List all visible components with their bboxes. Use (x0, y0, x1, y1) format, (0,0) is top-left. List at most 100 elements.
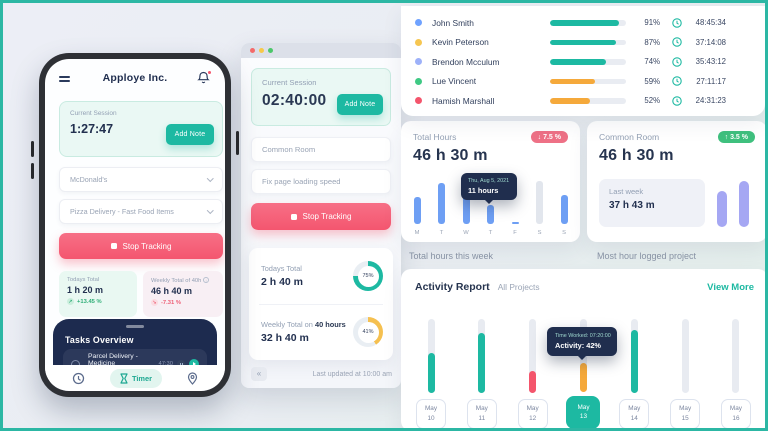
date-chip[interactable]: May 10 (416, 399, 446, 428)
project-field[interactable]: Common Room (251, 137, 391, 162)
phone-screen: Apploye Inc. Current Session 1:27:47 Add… (45, 59, 225, 391)
activity-tooltip: Time Worked: 07:20:00 Activity: 42% (547, 327, 617, 360)
activity-bar[interactable] (630, 330, 638, 393)
activity-bar[interactable] (478, 333, 486, 393)
chevron-down-icon (206, 207, 213, 214)
date-chip[interactable]: May 12 (517, 399, 548, 428)
member-name: Kevin Peterson (432, 37, 489, 48)
stop-tracking-button[interactable]: Stop Tracking (59, 233, 223, 259)
nav-location-icon[interactable] (187, 371, 198, 385)
last-week-label: Last week (609, 187, 644, 196)
pause-icon[interactable] (177, 360, 185, 368)
close-window-icon[interactable] (250, 48, 255, 53)
date-chip[interactable]: May 16 (720, 399, 751, 428)
window-current-session-card: Current Session 02:40:00 Add Note (251, 68, 391, 126)
divider (259, 304, 383, 305)
member-percent: 74% (644, 57, 660, 67)
phone-bottom-nav: Timer (45, 365, 225, 391)
member-name: Brendon Mcculum (432, 56, 500, 67)
minimize-window-icon[interactable] (259, 48, 264, 53)
task-field[interactable]: Fix page loading speed (251, 169, 391, 194)
activity-bar[interactable] (427, 353, 435, 393)
bar-sat[interactable] (536, 180, 543, 224)
phone-volume-button (31, 163, 34, 179)
window-titlebar[interactable] (241, 43, 401, 58)
phone-header: Apploye Inc. (45, 69, 225, 91)
add-note-button[interactable]: Add Note (166, 124, 214, 145)
totals-card: Todays Total 2 h 40 m 75% Weekly Total o… (249, 248, 393, 360)
drag-handle[interactable] (126, 325, 144, 328)
bar-fri[interactable] (511, 222, 519, 224)
bar-tue[interactable] (438, 182, 445, 224)
activity-report-card: Activity Report All Projects View More M… (401, 269, 765, 428)
tooltip-time-worked: Time Worked: 07:20:00 (555, 333, 611, 339)
phone-power-button (236, 131, 239, 155)
member-progress-bar (550, 78, 626, 84)
collapse-button[interactable]: « (251, 367, 267, 381)
member-progress-bar (550, 20, 626, 26)
bar-thu[interactable] (487, 205, 494, 224)
member-progress-bar (550, 39, 626, 45)
all-projects-filter[interactable]: All Projects (497, 282, 540, 292)
phone-current-session-card: Current Session 1:27:47 Add Note (59, 101, 223, 157)
member-progress-bar (550, 59, 626, 65)
trend-down-badge: ↓ 7.5 % (530, 131, 568, 143)
tooltip-activity: Activity: 42% (555, 341, 602, 350)
team-row[interactable]: Lue Vincent 59% 27:11:17 (415, 72, 751, 92)
member-dot (415, 19, 422, 27)
total-hours-title: Total Hours (413, 132, 457, 142)
info-icon[interactable]: i (203, 277, 210, 283)
right-caption: Most hour logged project (597, 251, 697, 261)
weekly-progress-donut: 41% (353, 317, 383, 347)
bar-wed[interactable] (462, 179, 470, 224)
todays-total-card: Todays Total 1 h 20 m ↗ +13.45 % (59, 271, 137, 317)
team-row[interactable]: Brendon Mcculum 74% 35:43:12 (415, 52, 751, 72)
phone-app-title: Apploye Inc. (102, 72, 168, 84)
common-room-value: 46 h 30 m (599, 147, 674, 164)
activity-bar[interactable] (579, 362, 587, 392)
weekly-total-card: Weekly Total of 40h i 46 h 40 m ↘ -7.31 … (143, 271, 223, 317)
team-row[interactable]: Hamish Marshall 52% 24:31:23 (415, 91, 751, 111)
bell-icon[interactable] (197, 70, 212, 87)
date-chip[interactable]: May 11 (466, 399, 497, 428)
nav-timer-tab[interactable]: Timer (109, 368, 162, 388)
member-percent: 91% (644, 18, 660, 28)
team-row[interactable]: John Smith 91% 48:45:34 (415, 13, 751, 33)
window-footer: « Last updated at 10:00 am (251, 367, 392, 381)
activity-report-title: Activity Report (415, 281, 490, 293)
date-chip[interactable]: May 14 (619, 399, 650, 428)
activity-bar[interactable] (529, 370, 537, 393)
task-time: 47:30 (158, 361, 173, 367)
date-chip-selected[interactable]: May 13 (566, 395, 601, 428)
member-dot (415, 38, 422, 46)
project-select[interactable]: McDonald's (59, 167, 223, 192)
play-button[interactable] (189, 359, 199, 369)
nav-timer-label: Timer (131, 373, 152, 383)
chevron-down-icon (206, 175, 213, 182)
view-more-link[interactable]: View More (707, 282, 754, 293)
member-time: 35:43:12 (695, 57, 726, 67)
nav-dashboard-icon[interactable] (72, 372, 85, 385)
weekly-hours-bar-chart (413, 177, 568, 224)
add-note-button[interactable]: Add Note (337, 94, 383, 115)
bar-sun[interactable] (560, 194, 568, 224)
total-label: Weekly Total on 40 hours (261, 320, 346, 329)
task-select[interactable]: Pizza Delivery - Fast Food Items (59, 199, 223, 224)
bar-mon[interactable] (413, 196, 421, 224)
team-row[interactable]: Kevin Peterson 87% 37:14:08 (415, 33, 751, 53)
stop-tracking-button[interactable]: Stop Tracking (251, 203, 391, 230)
activity-day-column: May 16 (718, 319, 754, 428)
left-caption: Total hours this week (409, 251, 494, 261)
task-select-value: Pizza Delivery - Fast Food Items (70, 207, 174, 216)
phone-volume-button (31, 141, 34, 157)
menu-icon[interactable] (59, 76, 70, 85)
maximize-window-icon[interactable] (268, 48, 273, 53)
team-activity-card: John Smith 91% 48:45:34 Kevin Peterson 8… (401, 6, 765, 116)
member-dot (415, 58, 422, 66)
date-chip[interactable]: May 15 (670, 399, 701, 428)
stop-tracking-label: Stop Tracking (302, 212, 352, 221)
tasks-overview-title: Tasks Overview (65, 335, 134, 345)
weekly-total-row: Weekly Total on 40 hours 32 h 40 m 41% (261, 304, 383, 360)
activity-bar-chart: May 10 May 11 May 12 May 13 May 14 May 15 (413, 319, 754, 428)
tasks-overview-panel: Tasks Overview Parcel Delivery - Medicin… (53, 319, 217, 391)
